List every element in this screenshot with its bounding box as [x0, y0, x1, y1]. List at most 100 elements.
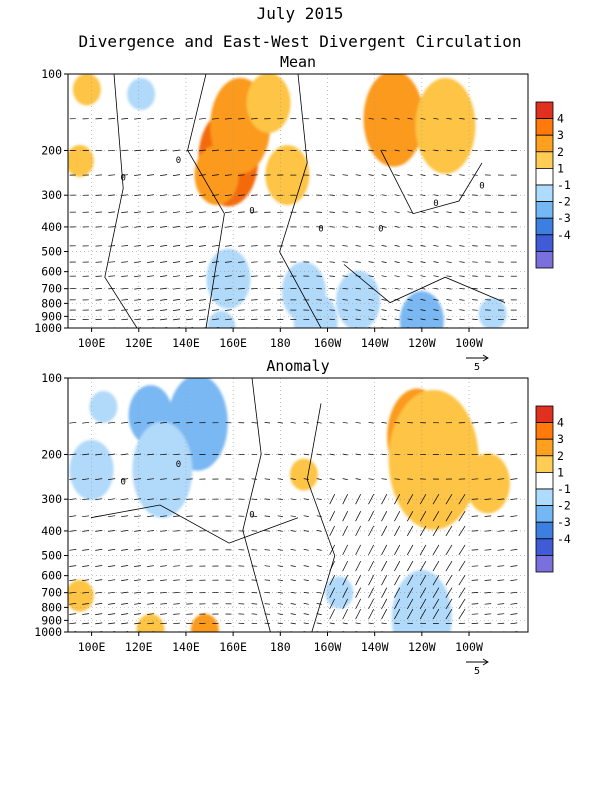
wind-vector [368, 587, 375, 598]
divergence-shade [127, 78, 156, 111]
wind-vector [264, 478, 271, 480]
wind-vector [458, 587, 466, 598]
wind-vector [497, 565, 505, 567]
wind-vector [108, 287, 116, 290]
wind-vector [108, 613, 116, 615]
wind-vector [108, 149, 116, 152]
wind-vector [251, 603, 258, 605]
wind-vector [329, 309, 335, 311]
wind-vector [342, 598, 349, 610]
wind-vector [420, 149, 426, 152]
wind-vector [160, 275, 168, 277]
colorbar-swatch [535, 234, 554, 252]
wind-vector [329, 299, 335, 301]
wind-vector [160, 211, 168, 214]
wind-vector [381, 544, 388, 556]
wind-vector [303, 613, 309, 615]
wind-vector [355, 622, 361, 625]
wind-vector [420, 194, 426, 197]
wind-vector [510, 453, 518, 456]
wind-vector [277, 453, 283, 456]
wind-vector [134, 275, 142, 277]
wind-vector [342, 525, 349, 537]
wind-vector [224, 194, 232, 196]
wind-vector [277, 591, 283, 594]
wind-vector [381, 622, 387, 625]
reference-vector-label: 5 [474, 666, 480, 677]
wind-vector [303, 622, 309, 625]
wind-vector [406, 598, 414, 610]
wind-vector [381, 608, 388, 620]
wind-vector [108, 591, 116, 594]
wind-vector [458, 608, 466, 620]
reference-vector [466, 658, 489, 666]
wind-vector [134, 299, 142, 301]
wind-vector [95, 603, 103, 605]
wind-vector [446, 194, 452, 196]
wind-vector [303, 478, 309, 480]
wind-vector [368, 525, 375, 537]
wind-vector [95, 515, 103, 518]
wind-vector [185, 226, 194, 228]
divergence-shade [68, 144, 94, 177]
wind-vector [251, 174, 258, 176]
wind-vector [329, 494, 336, 505]
wind-vector [134, 318, 142, 321]
wind-vector [355, 587, 362, 598]
wind-vector [277, 565, 283, 567]
wind-vector [251, 453, 258, 456]
wind-vector [134, 603, 142, 605]
wind-vector [394, 511, 401, 522]
wind-vector [290, 565, 296, 567]
wind-vector [303, 603, 309, 605]
wind-vector [198, 299, 206, 301]
wind-vector [394, 226, 400, 228]
wind-vector [355, 511, 362, 522]
wind-vector [381, 422, 387, 424]
wind-vector [185, 309, 194, 311]
wind-vector [147, 603, 155, 605]
wind-vector [277, 498, 283, 500]
wind-vector [238, 211, 245, 213]
wind-vector [329, 608, 336, 620]
wind-vector [211, 299, 219, 301]
wind-vector [251, 309, 258, 311]
wind-vector [95, 421, 103, 424]
x-tick-label: 140E [172, 640, 200, 654]
wind-vector [251, 565, 258, 567]
wind-vector [446, 117, 452, 120]
wind-vector [173, 549, 180, 551]
colorbar-swatch [535, 201, 554, 219]
wind-vector [419, 608, 427, 620]
wind-vector [342, 118, 348, 120]
wind-vector [108, 299, 116, 301]
colorbar: 4 3 2 1 -1 -2 -3 -4 [535, 405, 571, 573]
wind-vector [420, 245, 426, 247]
wind-vector [433, 275, 439, 277]
wind-vector [407, 275, 413, 278]
wind-vector [355, 299, 361, 301]
wind-vector [394, 608, 401, 620]
wind-vector [134, 579, 142, 581]
wind-vector [82, 515, 90, 518]
wind-vector [472, 245, 478, 247]
x-tick-label: 100E [78, 336, 106, 350]
wind-vector [134, 453, 142, 456]
wind-vector [251, 211, 258, 213]
wind-vector [446, 287, 452, 290]
wind-vector [82, 591, 90, 594]
wind-vector [303, 498, 309, 500]
wind-vector [406, 494, 414, 505]
wind-vector [303, 453, 309, 456]
wind-vector [211, 149, 219, 152]
wind-vector [458, 575, 466, 586]
x-tick-label: 100W [455, 336, 483, 350]
wind-vector [381, 261, 387, 263]
divergence-shade [206, 248, 251, 309]
y-tick-label: 100 [41, 67, 62, 81]
wind-vector [108, 194, 116, 196]
colorbar-swatch [535, 521, 554, 540]
wind-vector [445, 608, 453, 620]
contour-label: 0 [249, 207, 254, 217]
wind-vector [251, 530, 258, 532]
